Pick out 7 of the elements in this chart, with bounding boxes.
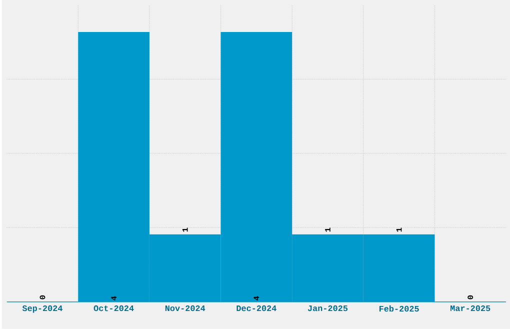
x-tick-label: Oct-2024 [94,306,134,312]
x-tick-label: Mar-2025 [450,306,490,312]
x-tick-label: Jan-2025 [308,306,348,312]
x-tick-label: Sep-2024 [22,306,62,313]
x-tick-label: Nov-2024 [165,306,206,312]
x-tick-label: Dec-2024 [236,306,276,312]
x-tick-label: Feb-2025 [379,306,419,312]
